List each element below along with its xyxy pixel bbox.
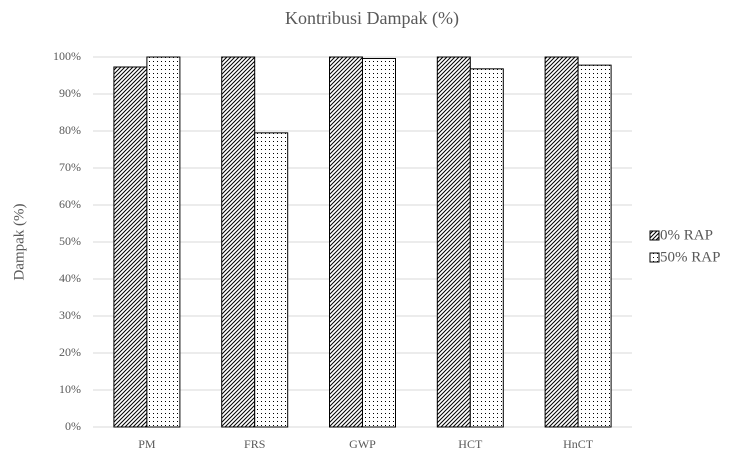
y-tick-label: 70%	[59, 160, 81, 174]
y-tick-label: 20%	[59, 345, 81, 359]
chart-title: Kontribusi Dampak (%)	[285, 8, 459, 29]
y-tick-label: 10%	[59, 382, 81, 396]
legend-label: 0% RAP	[660, 227, 713, 243]
y-tick-label: 90%	[59, 86, 81, 100]
x-tick-label: FRS	[244, 437, 265, 451]
y-tick-label: 40%	[59, 271, 81, 285]
y-tick-label: 50%	[59, 234, 81, 248]
bar	[577, 64, 612, 428]
x-tick-label: HCT	[458, 437, 483, 451]
legend-swatch	[649, 252, 660, 263]
y-tick-label: 80%	[59, 123, 81, 137]
bar	[146, 56, 181, 428]
y-axis-label: Dampak (%)	[11, 203, 27, 280]
bar	[469, 68, 504, 428]
legend-label: 50% RAP	[660, 249, 720, 265]
x-tick-label: PM	[138, 437, 156, 451]
bar	[362, 57, 396, 428]
x-tick-label: GWP	[349, 437, 376, 451]
x-tick-label: HnCT	[563, 437, 594, 451]
y-tick-label: 100%	[53, 49, 81, 63]
bar	[113, 66, 148, 428]
y-tick-label: 0%	[65, 419, 81, 433]
bar	[436, 56, 471, 428]
bar	[329, 56, 363, 428]
bar	[254, 132, 289, 428]
y-tick-label: 30%	[59, 308, 81, 322]
y-tick-label: 60%	[59, 197, 81, 211]
bar	[221, 56, 256, 428]
bar	[544, 56, 579, 428]
legend-swatch	[649, 230, 660, 241]
